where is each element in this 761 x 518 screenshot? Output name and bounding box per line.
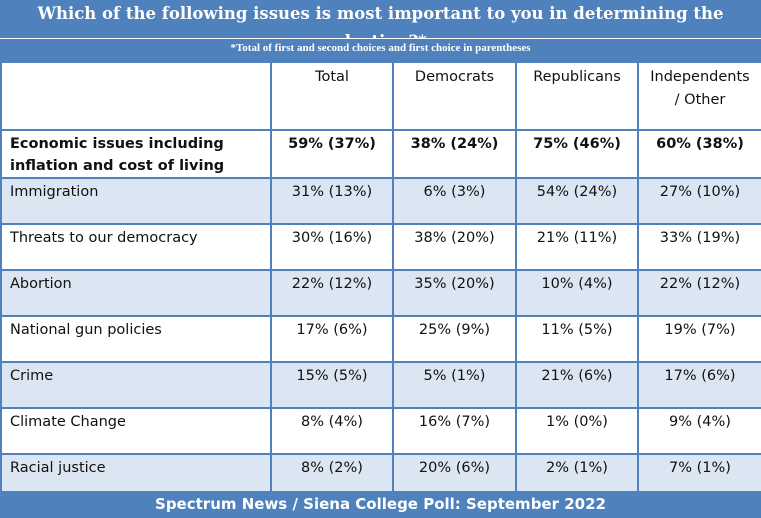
source-footer: Spectrum News / Siena College Poll: Sept… [0, 491, 761, 518]
issue-label: Climate Change [10, 414, 126, 430]
value-cell-republicans: 21% (6%) [515, 361, 639, 409]
value-cell-independents-other: 27% (10%) [637, 177, 761, 225]
value-cell-total: 31% (13%) [270, 177, 394, 225]
issue-label: Abortion [10, 276, 72, 292]
issue-label: Crime [10, 368, 54, 384]
header-line: Democrats [414, 69, 495, 85]
table-title: Which of the following issues is most im… [0, 0, 761, 51]
table-subtitle: *Total of first and second choices and f… [0, 38, 761, 61]
value-cell-republicans: 54% (24%) [515, 177, 639, 225]
table-row: Economic issues including inflation and c… [0, 129, 761, 179]
value-cell-democrats: 25% (9%) [392, 315, 517, 363]
header-line: Republicans [533, 69, 621, 85]
issue-label-cell: Immigration [0, 177, 272, 225]
issue-label-cell: Abortion [0, 269, 272, 317]
issue-label: Racial justice [10, 460, 106, 476]
value-cell-democrats: 38% (20%) [392, 223, 517, 271]
value-cell-independents-other: 19% (7%) [637, 315, 761, 363]
value-cell-republicans: 11% (5%) [515, 315, 639, 363]
table-header: Total Democrats Republicans Independents… [0, 61, 761, 131]
issue-label-cell: Climate Change [0, 407, 272, 455]
value-cell-democrats: 6% (3%) [392, 177, 517, 225]
issue-label: Immigration [10, 184, 99, 200]
header-line: Total [315, 69, 349, 85]
header-total: Total [270, 61, 394, 131]
issue-label: Economic issues including [10, 136, 224, 152]
value-cell-total: 15% (5%) [270, 361, 394, 409]
value-cell-democrats: 38% (24%) [392, 129, 517, 179]
issue-label-cell: Economic issues including inflation and c… [0, 129, 272, 179]
issue-label: Threats to our democracy [10, 230, 198, 246]
table-row: Immigration 31% (13%) 6% (3%) 54% (24%) 27% … [0, 177, 761, 225]
value-cell-independents-other: 9% (4%) [637, 407, 761, 455]
value-cell-republicans: 21% (11%) [515, 223, 639, 271]
value-cell-republicans: 1% (0%) [515, 407, 639, 455]
issue-label-cell: National gun policies [0, 315, 272, 363]
value-cell-democrats: 16% (7%) [392, 407, 517, 455]
value-cell-democrats: 5% (1%) [392, 361, 517, 409]
header-line: Independents [650, 69, 750, 85]
value-cell-independents-other: 17% (6%) [637, 361, 761, 409]
table-row: Threats to our democracy 30% (16%) 38% (20… [0, 223, 761, 271]
table-row: Crime 15% (5%) 5% (1%) 21% (6%) 17% (6%) [0, 361, 761, 409]
header-corner-cell [0, 61, 272, 131]
table-row: Climate Change 8% (4%) 16% (7%) 1% (0%) 9% (… [0, 407, 761, 455]
issue-label: National gun policies [10, 322, 162, 338]
value-cell-republicans: 10% (4%) [515, 269, 639, 317]
value-cell-independents-other: 60% (38%) [637, 129, 761, 179]
value-cell-democrats: 35% (20%) [392, 269, 517, 317]
value-cell-republicans: 75% (46%) [515, 129, 639, 179]
value-cell-independents-other: 33% (19%) [637, 223, 761, 271]
table-row: National gun policies 17% (6%) 25% (9%) 11%… [0, 315, 761, 363]
table-row: Abortion 22% (12%) 35% (20%) 10% (4%) 22% (1… [0, 269, 761, 317]
table-body: Economic issues including inflation and c… [0, 129, 761, 501]
issue-label: inflation and cost of living [10, 158, 225, 174]
value-cell-total: 30% (16%) [270, 223, 394, 271]
header-row: Total Democrats Republicans Independents… [0, 61, 761, 131]
value-cell-total: 22% (12%) [270, 269, 394, 317]
header-democrats: Democrats [392, 61, 517, 131]
value-cell-total: 17% (6%) [270, 315, 394, 363]
results-table: Total Democrats Republicans Independents… [0, 61, 761, 501]
value-cell-independents-other: 22% (12%) [637, 269, 761, 317]
issue-label-cell: Threats to our democracy [0, 223, 272, 271]
header-republicans: Republicans [515, 61, 639, 131]
issue-label-cell: Crime [0, 361, 272, 409]
header-line: / Other [674, 92, 726, 108]
value-cell-total: 8% (4%) [270, 407, 394, 455]
header-independents-other: Independents / Other [637, 61, 761, 131]
value-cell-total: 59% (37%) [270, 129, 394, 179]
